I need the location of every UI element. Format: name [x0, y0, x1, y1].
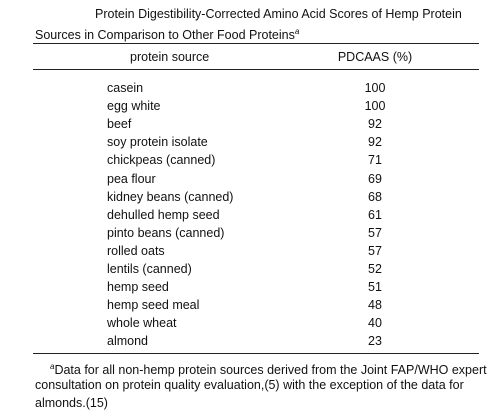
- title-text: Sources in Comparison to Other Food Prot…: [35, 28, 295, 43]
- cell-score: 100: [364, 99, 386, 114]
- cell-source: dehulled hemp seed: [107, 207, 220, 222]
- note-mark: a: [294, 27, 300, 36]
- note-mark: a: [50, 362, 55, 371]
- cell-source: hemp seed: [107, 280, 169, 295]
- cell-score: 61: [368, 207, 382, 222]
- footnote-line: consultation on protein quality evaluati…: [35, 378, 464, 392]
- rule: [33, 69, 479, 70]
- cell-source: hemp seed meal: [107, 298, 200, 313]
- cell-score: 68: [368, 189, 382, 204]
- cell-source: pea flour: [107, 171, 156, 186]
- cell-source: whole wheat: [107, 316, 177, 331]
- cell-score: 92: [368, 117, 382, 132]
- cell-score: 48: [368, 298, 382, 313]
- cell-score: 40: [368, 316, 382, 331]
- footnote-text: Data for all non-hemp protein sources de…: [54, 363, 487, 378]
- cell-score: 52: [368, 262, 382, 276]
- header-cell: protein source: [130, 50, 210, 64]
- cell-source: casein: [107, 81, 144, 95]
- footnote-line: almonds.(15): [35, 396, 108, 410]
- cell-source: beef: [107, 117, 132, 132]
- header-cell: PDCAAS (%): [337, 50, 413, 64]
- cell-score: 69: [368, 171, 382, 186]
- cell-score: 71: [368, 153, 382, 168]
- title-line: Protein Digestibility-Corrected Amino Ac…: [95, 7, 462, 21]
- cell-source: lentils (canned): [107, 262, 192, 276]
- rule: [33, 353, 479, 354]
- cell-source: chickpeas (canned): [107, 153, 216, 168]
- cell-source: pinto beans (canned): [107, 225, 225, 240]
- cell-source: rolled oats: [107, 243, 165, 258]
- footnote-line: aData for all non-hemp protein sources d…: [50, 359, 487, 378]
- title-line: Sources in Comparison to Other Food Prot…: [35, 24, 299, 43]
- cell-score: 57: [368, 243, 382, 258]
- cell-score: 92: [368, 135, 382, 150]
- cell-score: 100: [364, 81, 386, 95]
- cell-score: 23: [368, 334, 382, 349]
- cell-score: 57: [368, 225, 382, 240]
- rule: [33, 43, 479, 44]
- cell-score: 51: [368, 280, 382, 295]
- cell-source: almond: [107, 334, 148, 349]
- cell-source: kidney beans (canned): [107, 189, 234, 204]
- cell-source: egg white: [107, 99, 161, 114]
- cell-source: soy protein isolate: [107, 135, 208, 150]
